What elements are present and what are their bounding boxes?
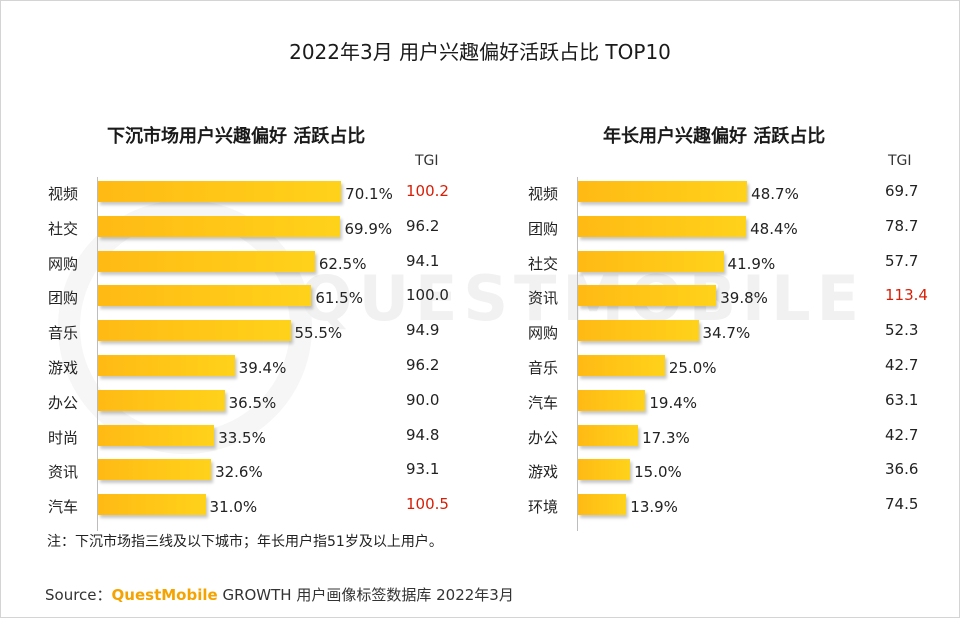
left-bar-value-label: 61.5% xyxy=(315,289,363,308)
left-tgi-value: 94.9 xyxy=(406,321,440,340)
left-bar xyxy=(98,389,225,411)
right-category-label: 环境 xyxy=(528,498,559,517)
right-bar xyxy=(578,250,724,272)
left-chart-title: 下沉市场用户兴趣偏好 活跃占比 xyxy=(107,126,366,147)
right-bar-value-label: 48.7% xyxy=(751,185,799,203)
source-brand: QuestMobile xyxy=(111,586,218,604)
right-bar xyxy=(578,215,747,237)
left-category-label: 办公 xyxy=(48,393,79,412)
left-category-label: 团购 xyxy=(48,289,79,308)
right-bar-value-label: 17.3% xyxy=(642,428,690,447)
right-tgi-value: 63.1 xyxy=(885,390,919,409)
left-tgi-value: 100.5 xyxy=(406,495,449,514)
left-bar-value-label: 31.0% xyxy=(209,498,258,517)
right-tgi-value: 69.7 xyxy=(885,182,919,200)
right-category-label: 网购 xyxy=(528,324,559,343)
left-tgi-value: 94.8 xyxy=(406,425,440,444)
left-tgi-value: 96.2 xyxy=(406,356,440,374)
right-bar xyxy=(578,424,639,446)
left-tgi-value: 96.2 xyxy=(406,216,440,235)
left-category-label: 视频 xyxy=(48,185,79,203)
left-category-axis xyxy=(97,177,98,531)
left-bar xyxy=(98,355,235,376)
right-bar-value-label: 19.4% xyxy=(649,393,698,412)
right-tgi-value: 36.6 xyxy=(885,460,919,479)
left-bar xyxy=(98,215,341,237)
right-bar-value-label: 39.8% xyxy=(720,289,768,308)
right-category-label: 资讯 xyxy=(528,289,559,308)
left-bar-value-label: 32.6% xyxy=(215,463,263,482)
left-bar-value-label: 36.5% xyxy=(228,393,277,412)
left-tgi-value: 90.0 xyxy=(406,390,440,409)
right-tgi-value: 78.7 xyxy=(885,216,919,235)
right-category-label: 音乐 xyxy=(528,359,559,377)
right-tgi-value: 42.7 xyxy=(885,425,919,444)
right-tgi-header: TGI xyxy=(888,153,912,169)
left-bar xyxy=(98,424,215,446)
right-bar-value-label: 48.4% xyxy=(750,219,798,238)
left-bar xyxy=(98,494,206,516)
right-tgi-value: 113.4 xyxy=(885,286,928,305)
left-bar xyxy=(98,250,315,272)
right-bar-value-label: 41.9% xyxy=(727,254,776,273)
left-category-label: 汽车 xyxy=(48,498,79,517)
source-line: Source：QuestMobile GROWTH 用户画像标签数据库 2022… xyxy=(45,584,514,605)
right-bar-value-label: 15.0% xyxy=(634,463,682,482)
left-tgi-value: 100.0 xyxy=(406,286,449,305)
left-category-label: 游戏 xyxy=(48,359,79,377)
left-bar xyxy=(98,285,312,307)
chart-title: 2022年3月 用户兴趣偏好活跃占比 TOP10 xyxy=(289,40,671,64)
footnote: 注：下沉市场指三线及以下城市；年长用户指51岁及以上用户。 xyxy=(47,534,443,550)
right-tgi-value: 57.7 xyxy=(885,251,919,270)
right-bar xyxy=(578,181,748,202)
right-category-label: 视频 xyxy=(528,185,559,203)
left-tgi-value: 93.1 xyxy=(406,460,440,479)
left-bar xyxy=(98,320,291,342)
left-bar-value-label: 70.1% xyxy=(345,185,393,203)
right-bar xyxy=(578,459,631,481)
right-category-label: 办公 xyxy=(528,428,559,447)
left-bar-value-label: 55.5% xyxy=(294,324,343,343)
right-category-label: 游戏 xyxy=(528,463,559,482)
right-category-label: 社交 xyxy=(528,254,559,273)
right-category-label: 汽车 xyxy=(528,393,559,412)
left-tgi-value: 100.2 xyxy=(406,182,449,200)
right-bar xyxy=(578,389,646,411)
right-bar xyxy=(578,285,717,307)
left-category-label: 音乐 xyxy=(48,324,79,343)
source-prefix: Source： xyxy=(45,586,112,604)
left-category-label: 社交 xyxy=(48,219,79,238)
right-bar-value-label: 25.0% xyxy=(668,359,717,377)
right-bar-value-label: 13.9% xyxy=(630,498,678,517)
right-tgi-value: 42.7 xyxy=(885,356,919,374)
left-bar-value-label: 33.5% xyxy=(218,428,266,447)
left-bar-value-label: 69.9% xyxy=(344,219,393,238)
right-bar xyxy=(578,355,665,376)
right-bar xyxy=(578,494,627,516)
right-tgi-value: 74.5 xyxy=(885,495,919,514)
right-bar-value-label: 34.7% xyxy=(702,324,751,343)
left-category-label: 网购 xyxy=(48,254,79,273)
right-tgi-value: 52.3 xyxy=(885,321,919,340)
left-bar xyxy=(98,181,342,202)
right-bar xyxy=(578,320,699,342)
left-tgi-header: TGI xyxy=(415,153,439,169)
source-text: GROWTH 用户画像标签数据库 2022年3月 xyxy=(222,586,514,604)
left-bar-value-label: 39.4% xyxy=(238,359,287,377)
right-category-axis xyxy=(577,177,578,531)
right-category-label: 团购 xyxy=(528,219,559,238)
left-category-label: 时尚 xyxy=(48,428,79,447)
left-tgi-value: 94.1 xyxy=(406,251,440,270)
right-chart-title: 年长用户兴趣偏好 活跃占比 xyxy=(603,126,826,147)
left-bar-value-label: 62.5% xyxy=(318,254,367,273)
left-bar xyxy=(98,459,212,481)
left-category-label: 资讯 xyxy=(48,463,79,482)
